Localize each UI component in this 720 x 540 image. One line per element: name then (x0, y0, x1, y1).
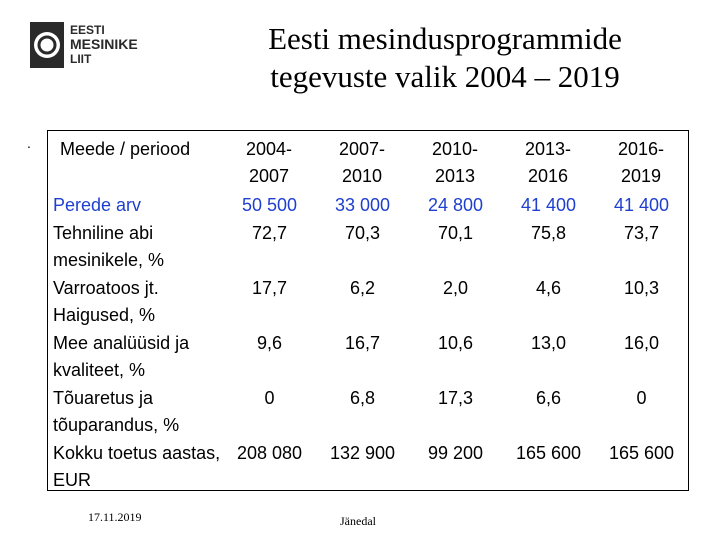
logo-ring (37, 35, 57, 55)
logo-text: MESINIKE (70, 36, 138, 52)
cell-value: 208 080 (236, 443, 303, 463)
cell-value: 17,7 (251, 278, 288, 298)
cell-value: 33 000 (334, 195, 391, 215)
footer-place: Jänedal (340, 514, 376, 528)
cell-value: 13,0 (530, 333, 567, 353)
row-label: Tehniline abi mesinikele, % (53, 223, 165, 270)
cell-value: 41 400 (520, 195, 577, 215)
cell-value: 41 400 (613, 195, 670, 215)
cell-value: 24 800 (427, 195, 484, 215)
cell-value: 70,1 (437, 223, 474, 243)
cell-value: 10,3 (623, 278, 660, 298)
cell-value: 165 600 (608, 443, 675, 463)
cell-value: 17,3 (437, 388, 474, 408)
row-label: Perede arv (53, 195, 142, 215)
logo-text: LIIT (70, 52, 92, 66)
logo: EESTI MESINIKE LIIT (30, 22, 138, 68)
row-label: Tõuaretus ja tõuparandus, % (53, 388, 180, 435)
cell-value: 72,7 (251, 223, 288, 243)
cell-value: 9,6 (256, 333, 283, 353)
cell-value: 70,3 (344, 223, 381, 243)
cell-value: 99 200 (427, 443, 484, 463)
header-cell: Meede / periood (60, 139, 191, 159)
cell-value: 0 (636, 388, 647, 408)
table: Meede / periood 2004-2007 2007-2010 2010-20… (47, 130, 689, 491)
cell-value: 2,0 (442, 278, 469, 298)
header-cell: 2016-2019 (617, 139, 665, 186)
cell-value: 16,7 (344, 333, 381, 353)
header-cell: 2010-2013 (431, 139, 479, 186)
cell-value: 75,8 (530, 223, 567, 243)
title: tegevuste valik 2004 – 2019 (270, 59, 620, 94)
header-cell: 2013-2016 (524, 139, 572, 186)
row-label: Kokku toetus aastas, EUR (53, 443, 221, 490)
cell-value: 10,6 (437, 333, 474, 353)
cell-value: 6,2 (349, 278, 376, 298)
title: Eesti mesindusprogrammide (268, 21, 622, 56)
cell-value: 132 900 (329, 443, 396, 463)
footer-date: 17.11.2019 (88, 510, 142, 524)
cell-value: 16,0 (623, 333, 660, 353)
cell-value: 50 500 (241, 195, 298, 215)
cell-value: 165 600 (515, 443, 582, 463)
header-cell: 2004-2007 (245, 139, 293, 186)
cell-value: 6,6 (535, 388, 562, 408)
logo-text: EESTI (70, 23, 105, 37)
cell-value: 6,8 (349, 388, 376, 408)
bullet: . (27, 135, 31, 151)
cell-value: 4,6 (535, 278, 562, 298)
cell-value: 73,7 (623, 223, 660, 243)
header-cell: 2007-2010 (338, 139, 386, 186)
row-label: Varroatoos jt. Haigused, % (53, 278, 159, 325)
row-label: Mee analüüsid ja kvaliteet, % (53, 333, 190, 380)
cell-value: 0 (264, 388, 275, 408)
